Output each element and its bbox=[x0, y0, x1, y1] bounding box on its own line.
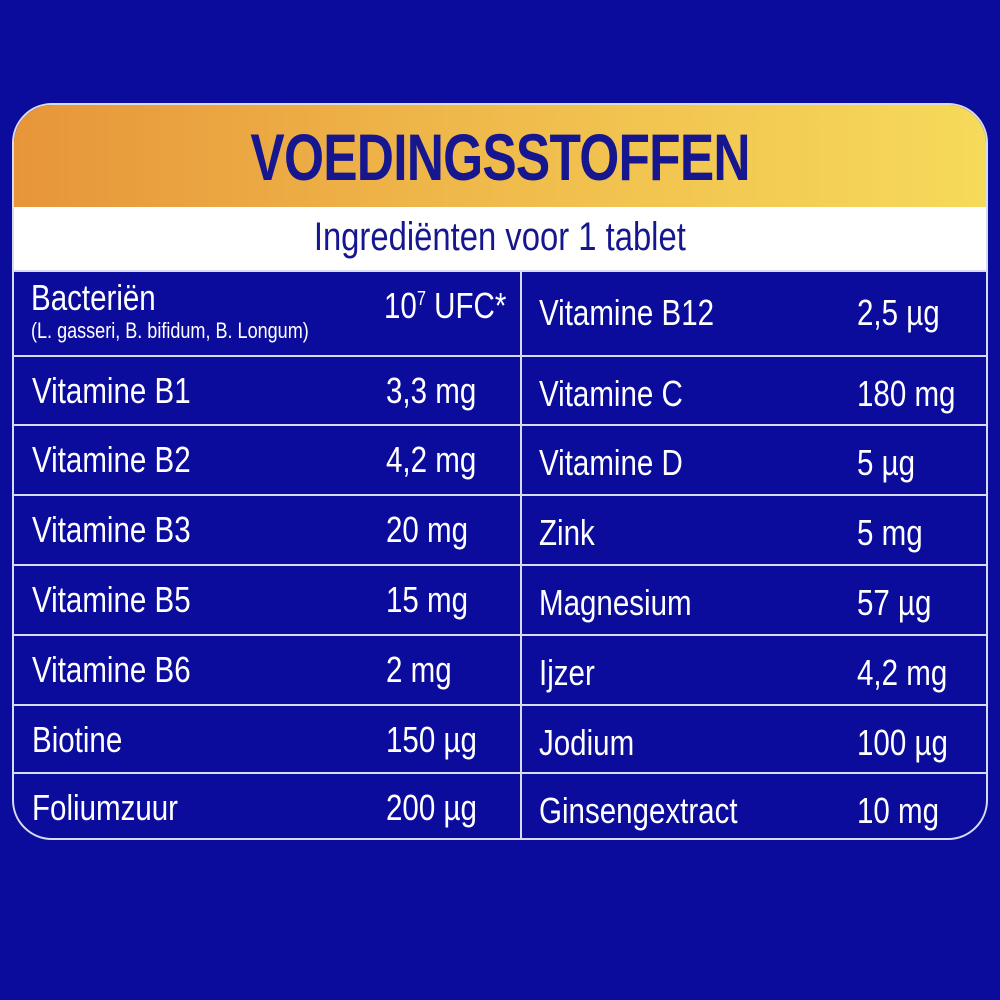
nutrient-amount: 150 µg bbox=[386, 719, 477, 760]
nutrient-amount: 3,3 mg bbox=[386, 370, 477, 411]
nutrient-name: Vitamine C bbox=[539, 373, 683, 414]
bacteria-value-unit: UFC* bbox=[425, 285, 507, 326]
column-divider bbox=[520, 270, 522, 838]
title-text: VOEDINGSSTOFFEN bbox=[250, 120, 750, 194]
nutrient-amount: 5 mg bbox=[857, 512, 923, 553]
nutrient-amount: 5 µg bbox=[857, 442, 916, 483]
bacteria-name: Bacteriën bbox=[31, 277, 156, 318]
nutrient-name: Magnesium bbox=[539, 582, 692, 623]
nutrient-name: Foliumzuur bbox=[32, 787, 179, 828]
nutrient-name: Vitamine B5 bbox=[32, 579, 191, 620]
nutrient-name: Jodium bbox=[539, 722, 635, 763]
subtitle-band: Ingrediënten voor 1 tablet bbox=[14, 207, 986, 270]
bacteria-value-base: 10 bbox=[384, 285, 417, 326]
nutrient-name: Vitamine B12 bbox=[539, 292, 715, 333]
nutrient-amount: 180 mg bbox=[857, 373, 956, 414]
bacteria-value-exponent: 7 bbox=[416, 288, 426, 310]
nutrient-name: Vitamine B6 bbox=[32, 649, 191, 690]
nutrient-amount: 2 mg bbox=[386, 649, 452, 690]
nutrient-amount: 10 mg bbox=[857, 790, 940, 831]
table-row-divider bbox=[14, 634, 986, 636]
nutrient-name: Ijzer bbox=[539, 652, 595, 693]
nutrient-name: Vitamine D bbox=[539, 442, 683, 483]
table-row-divider bbox=[14, 355, 986, 357]
subtitle-text: Ingrediënten voor 1 tablet bbox=[314, 215, 686, 259]
nutrient-amount: 20 mg bbox=[386, 509, 469, 550]
table-row-divider bbox=[14, 424, 986, 426]
nutrient-name: Vitamine B3 bbox=[32, 509, 191, 550]
nutrient-name: Ginsengextract bbox=[539, 790, 738, 831]
nutrient-name: Biotine bbox=[32, 719, 123, 760]
nutrient-amount: 57 µg bbox=[857, 582, 932, 623]
table-row-divider bbox=[14, 270, 986, 272]
table-row-divider bbox=[14, 494, 986, 496]
table-header: VOEDINGSSTOFFEN bbox=[14, 105, 986, 207]
table-row-divider bbox=[14, 772, 986, 774]
table-row-divider bbox=[14, 704, 986, 706]
bacteria-value: 107 UFC* bbox=[384, 285, 506, 327]
page-title: VOEDINGSSTOFFEN bbox=[14, 119, 986, 195]
subtitle: Ingrediënten voor 1 tablet bbox=[14, 215, 986, 260]
nutrient-amount: 4,2 mg bbox=[386, 439, 477, 480]
bacteria-strains: (L. gasseri, B. bifidum, B. Longum) bbox=[31, 318, 309, 343]
nutrient-amount: 200 µg bbox=[386, 787, 477, 828]
table-row-divider bbox=[14, 564, 986, 566]
nutrient-amount: 4,2 mg bbox=[857, 652, 948, 693]
nutrient-name: Vitamine B1 bbox=[32, 370, 191, 411]
nutrient-amount: 15 mg bbox=[386, 579, 469, 620]
nutrient-amount: 2,5 µg bbox=[857, 292, 940, 333]
nutrient-amount: 100 µg bbox=[857, 722, 948, 763]
nutrient-name: Vitamine B2 bbox=[32, 439, 191, 480]
nutrient-name: Zink bbox=[539, 512, 595, 553]
nutrient-table: VOEDINGSSTOFFEN Ingrediënten voor 1 tabl… bbox=[12, 103, 988, 840]
